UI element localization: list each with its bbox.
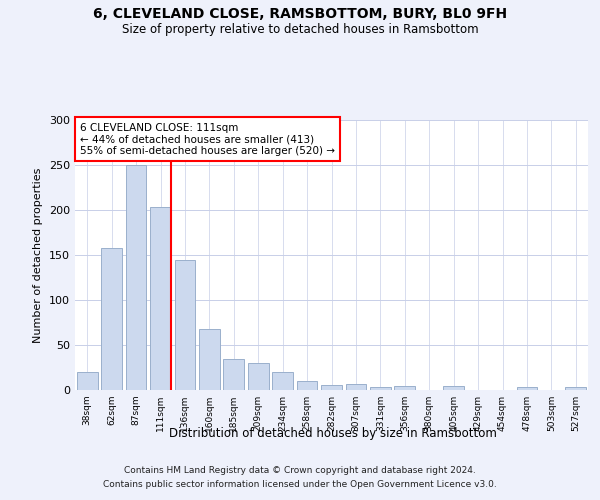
Bar <box>321 384 342 390</box>
Bar <box>346 384 367 390</box>
Text: Size of property relative to detached houses in Ramsbottom: Size of property relative to detached ho… <box>122 22 478 36</box>
Text: 6 CLEVELAND CLOSE: 111sqm
← 44% of detached houses are smaller (413)
55% of semi: 6 CLEVELAND CLOSE: 111sqm ← 44% of detac… <box>80 122 335 156</box>
Text: Contains public sector information licensed under the Open Government Licence v3: Contains public sector information licen… <box>103 480 497 489</box>
Bar <box>517 388 538 390</box>
Bar <box>150 208 171 390</box>
Bar <box>125 165 146 390</box>
Bar <box>77 372 98 390</box>
Text: 6, CLEVELAND CLOSE, RAMSBOTTOM, BURY, BL0 9FH: 6, CLEVELAND CLOSE, RAMSBOTTOM, BURY, BL… <box>93 8 507 22</box>
Bar <box>272 372 293 390</box>
Bar <box>394 386 415 390</box>
Text: Contains HM Land Registry data © Crown copyright and database right 2024.: Contains HM Land Registry data © Crown c… <box>124 466 476 475</box>
Bar <box>175 260 196 390</box>
Bar <box>443 386 464 390</box>
Bar <box>248 363 269 390</box>
Bar <box>565 388 586 390</box>
Bar <box>370 388 391 390</box>
Bar <box>101 248 122 390</box>
Text: Distribution of detached houses by size in Ramsbottom: Distribution of detached houses by size … <box>169 428 497 440</box>
Y-axis label: Number of detached properties: Number of detached properties <box>34 168 43 342</box>
Bar <box>296 381 317 390</box>
Bar <box>199 329 220 390</box>
Bar <box>223 358 244 390</box>
